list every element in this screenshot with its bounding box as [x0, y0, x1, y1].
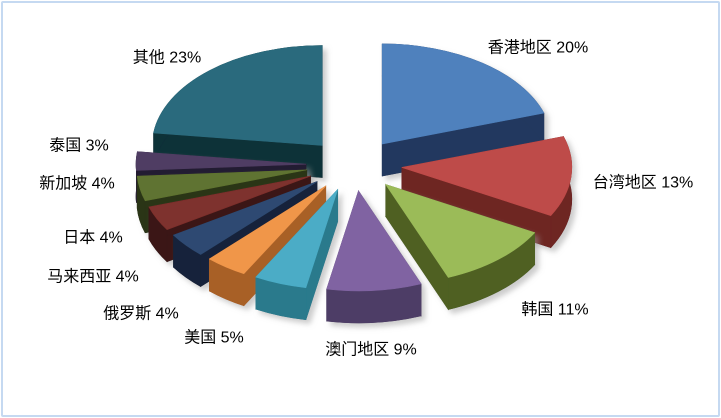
- slice-top-face: [153, 45, 323, 146]
- slice-top-face: [135, 151, 307, 171]
- pie-slice-美国[interactable]: [255, 188, 339, 321]
- slice-label-美国: 美国 5%: [184, 329, 244, 347]
- slice-label-澳门地区: 澳门地区 9%: [325, 341, 417, 359]
- slice-top-face: [326, 190, 422, 292]
- slice-label-俄罗斯: 俄罗斯 4%: [103, 305, 179, 323]
- pie-slice-澳门地区[interactable]: [326, 189, 422, 324]
- slice-label-泰国: 泰国 3%: [49, 137, 109, 155]
- slice-top-face: [148, 175, 311, 230]
- slice-top-face: [136, 169, 307, 202]
- slice-label-日本: 日本 4%: [63, 229, 123, 247]
- pie-slice-其他[interactable]: [153, 45, 323, 178]
- slice-top-face: [172, 181, 318, 255]
- slice-top-face: [381, 43, 545, 145]
- slice-label-马来西亚: 马来西亚 4%: [47, 268, 139, 286]
- slice-label-香港地区: 香港地区 20%: [488, 39, 588, 57]
- slice-label-新加坡: 新加坡 4%: [39, 175, 115, 193]
- slice-label-其他: 其他 23%: [133, 49, 201, 67]
- slice-top-face: [401, 136, 573, 216]
- pie-slice-韩国[interactable]: [385, 183, 536, 311]
- slice-top-face: [385, 183, 536, 278]
- slice-label-韩国: 韩国 11%: [521, 301, 588, 319]
- slice-label-台湾地区: 台湾地区 13%: [593, 174, 693, 192]
- slice-labels: 香港地区 20% 台湾地区 13% 韩国 11% 澳门地区 9% 美国 5% 俄罗斯 4%…: [39, 39, 693, 359]
- pie-slices: [135, 43, 573, 324]
- slice-top-face: [208, 185, 327, 275]
- slice-top-face: [255, 189, 339, 289]
